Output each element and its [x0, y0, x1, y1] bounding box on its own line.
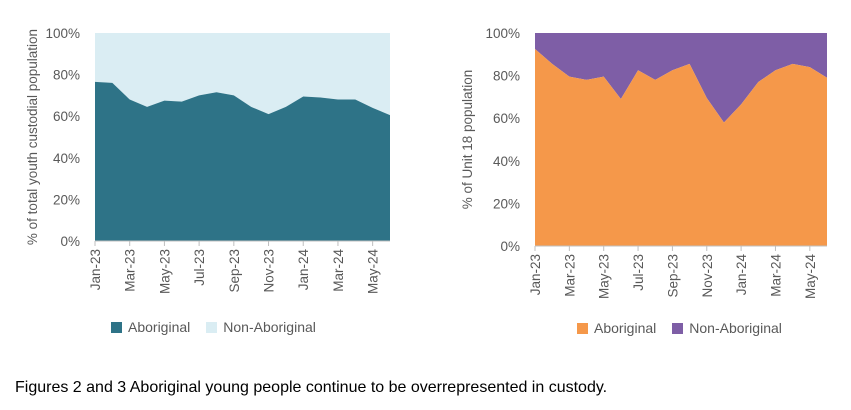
- y-tick-label: 80%: [493, 69, 520, 84]
- legend-item-aboriginal: Aboriginal: [577, 320, 656, 336]
- series-non-aboriginal-area: [95, 33, 390, 116]
- legend-swatch-non-aboriginal: [206, 321, 218, 333]
- y-tick-label: 20%: [53, 192, 80, 207]
- y-tick-label: 60%: [493, 111, 520, 126]
- y-tick-label: 100%: [485, 26, 520, 41]
- legend-label-non-aboriginal: Non-Aboriginal: [689, 320, 782, 336]
- x-tick-label: Jan-23: [528, 254, 543, 295]
- legend-chart-2: Aboriginal Non-Aboriginal: [577, 320, 798, 336]
- legend-item-non-aboriginal: Non-Aboriginal: [672, 320, 782, 336]
- legend-label-aboriginal: Aboriginal: [594, 320, 657, 336]
- y-axis-title: % of total youth custodial population: [25, 29, 40, 245]
- x-tick-label: Mar-24: [768, 254, 783, 297]
- y-tick-label: 0%: [60, 234, 80, 249]
- x-tick-label: Nov-23: [262, 249, 277, 293]
- legend-chart-1: Aboriginal Non-Aboriginal: [111, 319, 332, 335]
- series-aboriginal-area: [95, 81, 390, 241]
- y-tick-label: 20%: [493, 196, 520, 211]
- x-tick-label: Sep-23: [227, 249, 242, 293]
- x-tick-label: Jul-23: [631, 254, 646, 291]
- x-tick-label: Jan-23: [88, 249, 103, 290]
- x-tick-label: May-23: [157, 249, 172, 294]
- x-tick-label: Jul-23: [192, 249, 207, 286]
- legend-label-aboriginal: Aboriginal: [128, 319, 191, 335]
- x-tick-label: May-24: [803, 254, 818, 300]
- y-tick-label: 60%: [53, 109, 80, 124]
- y-tick-label: 40%: [493, 154, 520, 169]
- x-tick-label: Mar-24: [331, 249, 346, 292]
- y-tick-label: 100%: [45, 26, 80, 41]
- figure-caption: Figures 2 and 3 Aboriginal young people …: [15, 379, 608, 396]
- x-tick-label: May-24: [366, 249, 381, 295]
- x-tick-label: Mar-23: [562, 254, 577, 297]
- x-tick-label: Jan-24: [296, 249, 311, 291]
- y-axis-title: % of Unit 18 population: [460, 70, 475, 210]
- legend-item-non-aboriginal: Non-Aboriginal: [206, 319, 316, 335]
- x-tick-label: Jan-24: [734, 254, 749, 296]
- x-tick-label: Mar-23: [123, 249, 138, 292]
- legend-item-aboriginal: Aboriginal: [111, 319, 190, 335]
- x-tick-label: Nov-23: [700, 254, 715, 298]
- y-tick-label: 0%: [500, 239, 520, 254]
- legend-swatch-aboriginal: [577, 322, 588, 334]
- legend-label-non-aboriginal: Non-Aboriginal: [223, 319, 316, 335]
- y-tick-label: 80%: [53, 68, 80, 83]
- chart-youth-custodial: 0% 20% 40% 60% 80% 100% Jan-23 Mar-23 May-23 Jul-…: [25, 26, 390, 295]
- chart-unit18: 0% 20% 40% 60% 80% 100% Jan-23 Mar-23 May-23 Jul-…: [460, 26, 827, 300]
- x-tick-label: May-23: [597, 254, 612, 299]
- legend-swatch-non-aboriginal: [672, 322, 684, 334]
- series-aboriginal-area: [535, 48, 827, 246]
- legend-swatch-aboriginal: [111, 321, 122, 333]
- series-non-aboriginal-area: [535, 33, 827, 123]
- y-tick-label: 40%: [53, 151, 80, 166]
- x-tick-label: Sep-23: [665, 254, 680, 298]
